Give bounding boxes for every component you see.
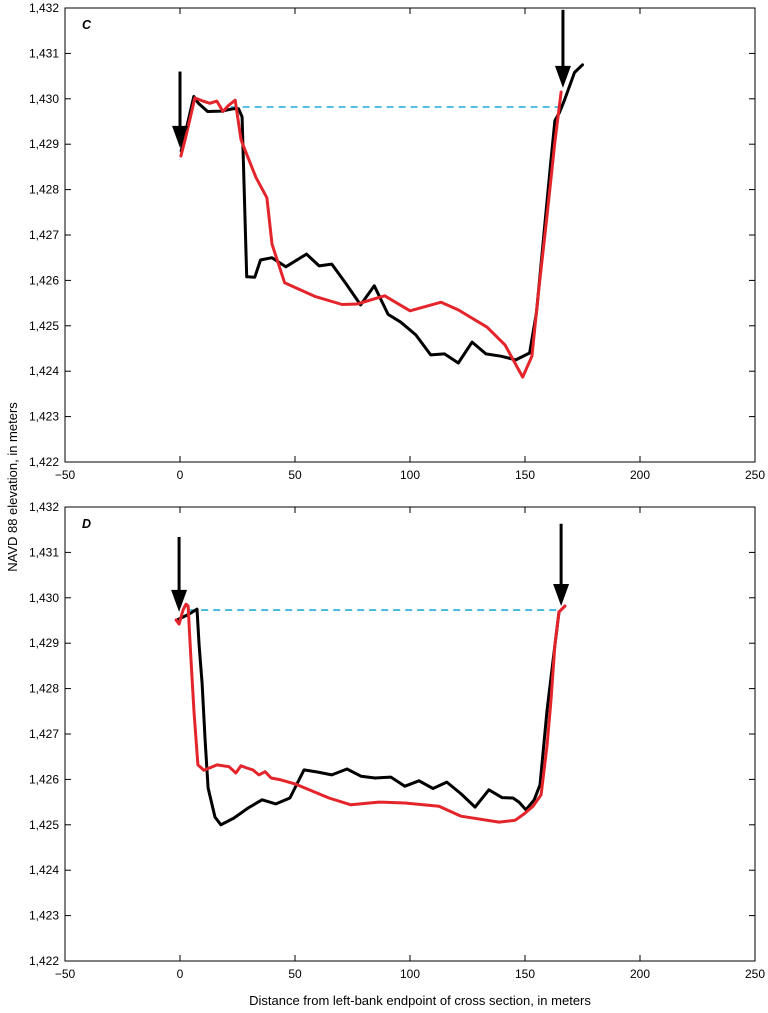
chart-panels: −50 0 50 100 150 200 250 1,422 1,423 1,424 1,425 1,… — [29, 1, 765, 981]
x-tick-label: 50 — [288, 967, 302, 981]
y-tick-label: 1,431 — [29, 545, 59, 559]
arrow-down-icon — [172, 125, 188, 148]
right-bank-endpoint-arrow — [554, 9, 571, 88]
y-tick-label: 1,422 — [29, 954, 59, 968]
y-tick-label: 1,422 — [29, 455, 59, 469]
x-tick-label: 250 — [745, 468, 765, 482]
x-tick-label: −50 — [55, 967, 76, 981]
left-bank-endpoint-arrow — [171, 536, 188, 612]
y-tick-label: 1,425 — [29, 319, 59, 333]
x-tick-label: 250 — [745, 967, 765, 981]
y-tick-label: 1,431 — [29, 46, 59, 60]
right-bank-endpoint-arrow — [553, 523, 570, 606]
x-tick-label: 150 — [515, 468, 535, 482]
left-bank-endpoint-arrow — [172, 71, 188, 148]
chart-panel-c: −50 0 50 100 150 200 250 1,422 1,423 1,424 1,425 1,… — [29, 1, 765, 482]
y-tick-label: 1,427 — [29, 727, 59, 741]
x-tick-label: 150 — [515, 967, 535, 981]
y-tick-label: 1,426 — [29, 772, 59, 786]
arrow-down-icon — [554, 65, 571, 88]
arrow-down-icon — [171, 589, 188, 612]
arrow-down-icon — [553, 583, 570, 606]
y-tick-label: 1,423 — [29, 909, 59, 923]
y-tick-label: 1,429 — [29, 636, 59, 650]
y-tick-label: 1,432 — [29, 1, 59, 15]
y-tick-label: 1,427 — [29, 228, 59, 242]
y-tick-label: 1,425 — [29, 818, 59, 832]
chart-panel-d: −50 0 50 100 150 200 250 1,422 1,423 1,424 1,425 1,… — [29, 500, 765, 981]
x-tick-label: 50 — [288, 468, 302, 482]
y-tick-label: 1,428 — [29, 682, 59, 696]
x-tick-label: 200 — [630, 967, 650, 981]
x-tick-label: −50 — [55, 468, 76, 482]
y-tick-label: 1,430 — [29, 92, 59, 106]
x-tick-label: 0 — [177, 967, 184, 981]
series-line-red — [179, 90, 563, 379]
y-axis-title: NAVD 88 elevation, in meters — [5, 402, 20, 572]
panel-label: D — [82, 517, 91, 531]
y-tick-label: 1,428 — [29, 183, 59, 197]
series-line-black — [175, 607, 561, 827]
series-line-red — [174, 602, 567, 824]
x-tick-label: 0 — [177, 468, 184, 482]
x-tick-label: 100 — [400, 967, 420, 981]
y-tick-label: 1,432 — [29, 500, 59, 514]
x-axis-title: Distance from left-bank endpoint of cros… — [249, 993, 591, 1008]
y-tick-label: 1,426 — [29, 273, 59, 287]
panel-label: C — [82, 18, 92, 32]
y-tick-label: 1,423 — [29, 410, 59, 424]
y-tick-label: 1,424 — [29, 863, 59, 877]
x-tick-label: 200 — [630, 468, 650, 482]
y-tick-label: 1,429 — [29, 137, 59, 151]
x-tick-label: 100 — [400, 468, 420, 482]
y-tick-label: 1,424 — [29, 364, 59, 378]
y-tick-label: 1,430 — [29, 591, 59, 605]
